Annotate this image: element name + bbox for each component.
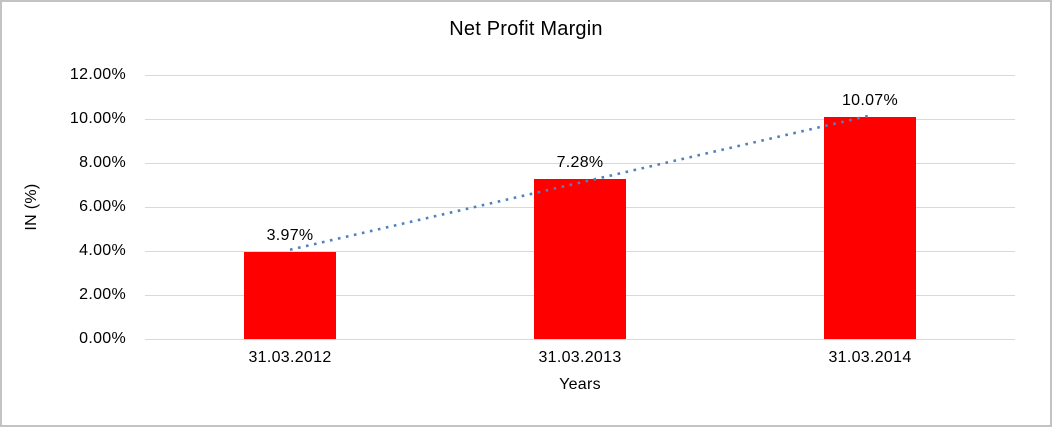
bar-31.03.2014 <box>824 117 916 339</box>
bar-31.03.2012 <box>244 251 336 339</box>
y-tick-label: 8.00% <box>79 154 126 171</box>
x-tick-label: 31.03.2012 <box>248 349 332 366</box>
x-axis-title: Years <box>559 376 601 393</box>
x-tick-label: 31.03.2014 <box>828 349 912 366</box>
bar-data-label: 7.28% <box>556 153 604 171</box>
chart-title: Net Profit Margin <box>449 18 603 40</box>
gridline <box>145 74 1015 76</box>
gridline <box>145 338 1015 340</box>
y-tick-label: 2.00% <box>79 286 126 303</box>
bar-data-label: 3.97% <box>266 226 314 244</box>
y-tick-label: 0.00% <box>79 330 126 347</box>
x-tick-label: 31.03.2013 <box>538 349 622 366</box>
y-tick-label: 12.00% <box>69 66 126 83</box>
plot-area <box>145 74 1015 340</box>
y-tick-label: 10.00% <box>69 110 126 127</box>
bar-data-label: 10.07% <box>841 92 899 110</box>
y-tick-label: 6.00% <box>79 198 126 215</box>
bar-31.03.2013 <box>534 178 626 339</box>
y-tick-label: 4.00% <box>79 242 126 259</box>
